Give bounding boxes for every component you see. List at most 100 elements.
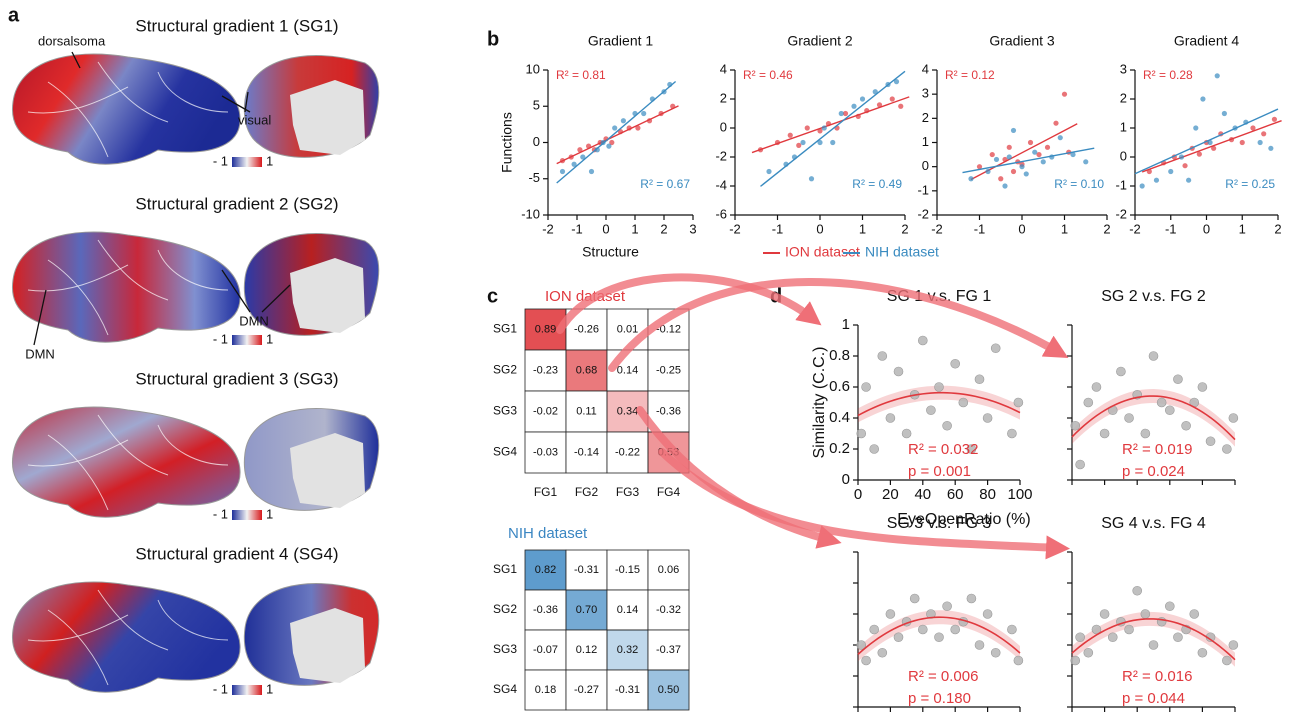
y-tick-label: -10 (521, 206, 540, 221)
x-tick-label: 0 (1203, 221, 1210, 236)
lateral-view (12, 54, 240, 164)
data-point (775, 140, 780, 145)
medial-view (244, 408, 378, 510)
data-point (667, 82, 672, 87)
data-point (1272, 117, 1277, 122)
y-tick-label: 3 (922, 86, 929, 101)
y-tick-label: 0.2 (829, 440, 850, 457)
cell-value: 0.89 (535, 323, 556, 335)
data-point (1125, 414, 1134, 423)
map-title: Structural gradient 1 (SG1) (135, 16, 338, 35)
lateral-view (12, 232, 240, 342)
x-tick-label: 2 (1274, 221, 1281, 236)
stat-annotation: R² = 0.032 (908, 441, 978, 458)
data-point (1011, 128, 1016, 133)
data-point (601, 140, 606, 145)
map-title: Structural gradient 2 (SG2) (135, 194, 338, 213)
lateral-view (12, 582, 240, 692)
x-tick-label: -2 (542, 221, 554, 236)
cell-value: -0.14 (574, 446, 599, 458)
data-point (1258, 140, 1263, 145)
data-point (1141, 610, 1150, 619)
data-point (1024, 171, 1029, 176)
data-point (1215, 73, 1220, 78)
data-point (1045, 145, 1050, 150)
x-tick-label: -1 (1165, 221, 1177, 236)
data-point (894, 633, 903, 642)
data-point (1032, 150, 1037, 155)
data-point (1049, 154, 1054, 159)
medial-view (244, 55, 378, 157)
stat-annotation: R² = 0.016 (1122, 668, 1192, 685)
y-tick-label: 0 (533, 134, 540, 149)
data-point (1240, 140, 1245, 145)
cell-value: -0.32 (656, 604, 681, 616)
data-point (635, 125, 640, 130)
data-point (910, 594, 919, 603)
x-tick-label: 1 (1239, 221, 1246, 236)
data-point (983, 414, 992, 423)
data-point (1190, 610, 1199, 619)
data-point (1165, 406, 1174, 415)
data-point (935, 383, 944, 392)
col-label: FG1 (534, 485, 558, 499)
data-point (1173, 633, 1182, 642)
x-tick-label: 0 (602, 221, 609, 236)
stat-annotation: R² = 0.10 (1054, 177, 1104, 191)
x-tick-label: 0 (816, 221, 823, 236)
data-point (800, 140, 805, 145)
x-tick-label: 40 (914, 486, 931, 503)
data-point (926, 406, 935, 415)
y-tick-label: -5 (528, 170, 540, 185)
data-point (659, 111, 664, 116)
x-tick-label: 2 (660, 221, 667, 236)
data-point (885, 82, 890, 87)
chart-title: Gradient 1 (588, 33, 654, 49)
data-point (647, 118, 652, 123)
data-point (886, 610, 895, 619)
x-tick-label: -2 (931, 221, 943, 236)
x-tick-label: 0 (1018, 221, 1025, 236)
data-point (1193, 125, 1198, 130)
panel-label: b (487, 28, 499, 50)
data-point (606, 144, 611, 149)
medial-wall (290, 608, 365, 683)
chart-title: SG 4 v.s. FG 4 (1101, 515, 1206, 532)
data-point (788, 133, 793, 138)
data-point (1186, 178, 1191, 183)
stat-annotation: R² = 0.006 (908, 668, 978, 685)
data-point (1011, 169, 1016, 174)
data-point (890, 96, 895, 101)
stat-annotation: R² = 0.25 (1225, 177, 1275, 191)
data-point (1268, 146, 1273, 151)
colorbar-label: - 1 (213, 331, 228, 346)
x-axis-label: Structure (582, 244, 639, 260)
x-tick-label: 80 (979, 486, 996, 503)
data-point (902, 429, 911, 438)
y-tick-label: 2 (922, 110, 929, 125)
y-tick-label: 1 (922, 134, 929, 149)
data-point (918, 625, 927, 634)
cell-value: -0.37 (656, 644, 681, 656)
data-point (1207, 140, 1212, 145)
fit-line (1135, 109, 1278, 174)
stat-annotation: R² = 0.12 (945, 68, 995, 82)
data-point (1222, 445, 1231, 454)
fit-line (557, 81, 676, 183)
data-point (873, 89, 878, 94)
colorbar-label: 1 (266, 331, 273, 346)
data-point (1261, 131, 1266, 136)
data-point (1014, 398, 1023, 407)
cell-value: 0.34 (617, 405, 638, 417)
medial-wall (290, 80, 365, 155)
data-point (951, 359, 960, 368)
data-point (870, 625, 879, 634)
row-label: SG4 (493, 445, 517, 459)
data-point (983, 610, 992, 619)
data-point (641, 111, 646, 116)
cell-value: -0.36 (533, 604, 558, 616)
y-tick-label: -6 (715, 206, 727, 221)
data-point (864, 108, 869, 113)
data-point (1014, 656, 1023, 665)
y-tick-label: 0.4 (829, 409, 850, 426)
